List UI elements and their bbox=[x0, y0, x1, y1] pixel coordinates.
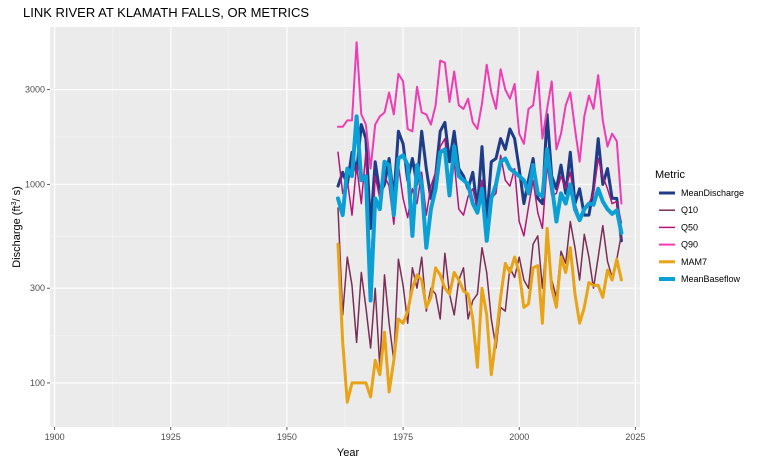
y-tick-label: 3000 bbox=[25, 85, 45, 95]
series-line-Q90 bbox=[337, 41, 623, 205]
y-axis-label-main: Discharge (ft bbox=[11, 205, 23, 267]
series-layer bbox=[336, 41, 624, 404]
y-tick-label: 100 bbox=[30, 378, 45, 388]
x-tick-label: 1900 bbox=[45, 432, 65, 442]
x-tick-label: 1950 bbox=[277, 432, 297, 442]
x-tick-label: 1925 bbox=[161, 432, 181, 442]
x-axis-label: Year bbox=[337, 447, 360, 459]
y-axis-label: Discharge (ft3/ s) bbox=[11, 186, 23, 268]
y-tick-label: 1000 bbox=[25, 179, 45, 189]
legend-title: Metric bbox=[655, 169, 685, 181]
y-axis-label-end: / s) bbox=[11, 186, 23, 201]
series-line-MeanBaseflow bbox=[336, 114, 624, 303]
legend-label-MAM7: MAM7 bbox=[681, 257, 707, 267]
legend-label-MeanDischarge: MeanDischarge bbox=[681, 188, 744, 198]
x-axis: 1900 1925 1950 1975 2000 2025 bbox=[45, 427, 645, 442]
chart-title: LINK RIVER AT KLAMATH FALLS, OR METRICS bbox=[23, 5, 309, 20]
y-axis-label-sup: 3 bbox=[11, 201, 18, 205]
legend-label-MeanBaseflow: MeanBaseflow bbox=[681, 274, 741, 284]
legend-label-Q10: Q10 bbox=[681, 205, 698, 215]
legend-label-Q90: Q90 bbox=[681, 240, 698, 250]
x-tick-label: 2025 bbox=[625, 432, 645, 442]
series-line-MAM7 bbox=[336, 226, 623, 404]
x-tick-label: 1975 bbox=[393, 432, 413, 442]
y-tick-label: 300 bbox=[30, 283, 45, 293]
legend-label-Q50: Q50 bbox=[681, 222, 698, 232]
legend: Metric MeanDischarge Q10 Q50 Q90 MAM7 MeanBas… bbox=[655, 169, 744, 284]
x-tick-label: 2000 bbox=[509, 432, 529, 442]
y-axis: 100 300 1000 3000 bbox=[25, 85, 50, 388]
series-line-Q10 bbox=[337, 207, 623, 368]
